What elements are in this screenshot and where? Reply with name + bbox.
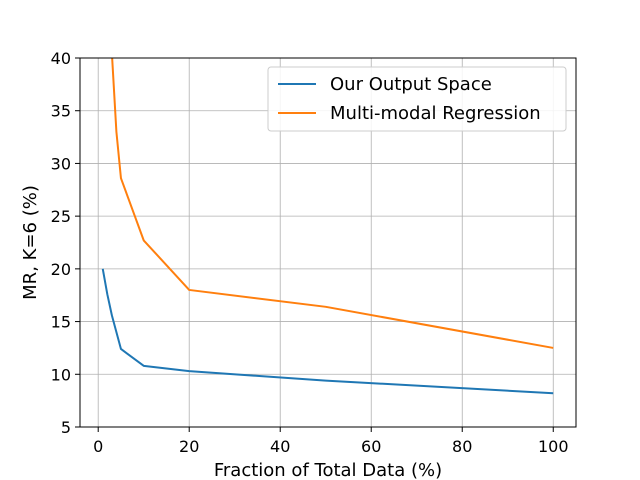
y-tick-label: 15	[51, 313, 71, 332]
x-tick-label: 20	[179, 437, 199, 456]
y-tick-label: 40	[51, 49, 71, 68]
x-tick-label: 40	[270, 437, 290, 456]
series-lines	[101, 58, 554, 395]
y-tick-label: 25	[51, 207, 71, 226]
series-line-1	[111, 58, 554, 349]
plot-frame	[79, 57, 577, 428]
series-line-0	[101, 268, 554, 395]
x-tick-label: 100	[538, 437, 569, 456]
y-tick-label: 30	[51, 154, 71, 173]
x-tick-label: 0	[93, 437, 103, 456]
x-tick-label: 60	[361, 437, 381, 456]
y-axis-label: MR, K=6 (%)	[20, 185, 41, 300]
legend-label-our-output-space: Our Output Space	[330, 74, 492, 95]
legend: Our Output Space Multi-modal Regression	[267, 66, 567, 132]
axis-ticks: 0 20 40 60 80 100 5 10 15 20 25 30 35 40	[51, 49, 569, 456]
y-tick-label: 20	[51, 260, 71, 279]
y-tick-label: 35	[51, 102, 71, 121]
y-tick-label: 5	[61, 418, 71, 437]
x-axis-label: Fraction of Total Data (%)	[214, 460, 442, 480]
y-tick-label: 10	[51, 365, 71, 384]
legend-label-multi-modal-regression: Multi-modal Regression	[330, 103, 541, 124]
x-tick-label: 80	[452, 437, 472, 456]
legend-box	[267, 66, 567, 132]
